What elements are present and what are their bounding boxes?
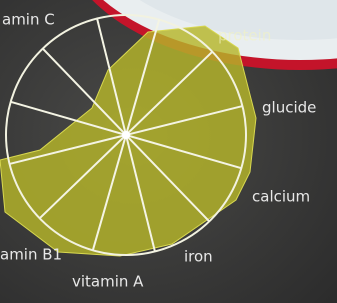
label: vitamin A bbox=[72, 273, 144, 291]
page: amin C protein glucide calcium iron vita… bbox=[0, 0, 337, 303]
label: protein bbox=[218, 27, 271, 45]
label: iron bbox=[184, 248, 213, 266]
label: glucide bbox=[262, 99, 316, 117]
label: amin C bbox=[2, 11, 55, 29]
label: amin B1 bbox=[0, 246, 62, 264]
photo: amin C protein glucide calcium iron vita… bbox=[0, 0, 337, 303]
radar-center bbox=[122, 131, 130, 139]
label: calcium bbox=[252, 188, 310, 206]
